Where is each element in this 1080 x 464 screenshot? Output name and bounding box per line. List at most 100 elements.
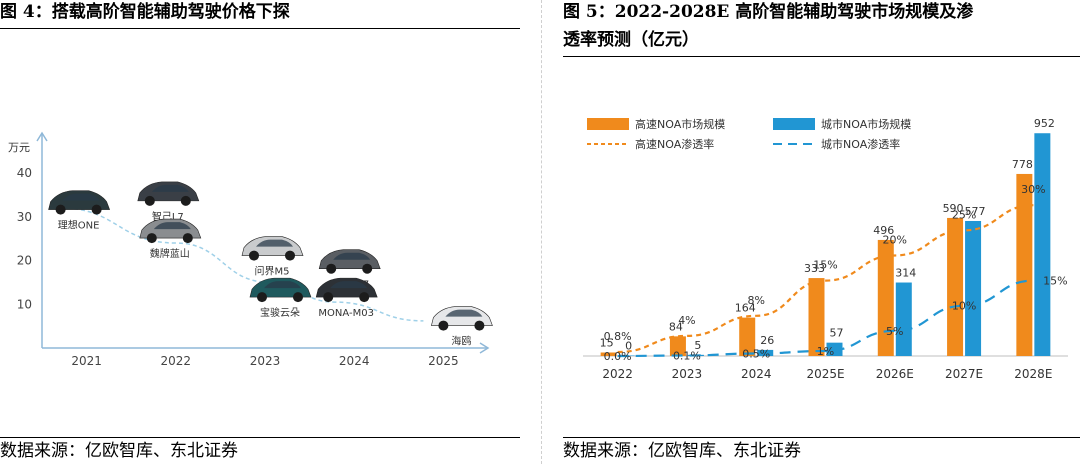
city-noa-bar <box>965 220 982 356</box>
car-marker <box>139 218 202 244</box>
x-tick-label: 2022 <box>161 354 192 368</box>
figure-4-title: 图 4：搭载高阶智能辅助驾驶价格下探 <box>0 2 290 22</box>
legend-label: 城市NOA渗透率 <box>821 137 900 151</box>
figure-4-title-rule <box>0 28 520 29</box>
figure-5-title-line2: 透率预测（亿元） <box>563 30 699 50</box>
y-tick-label: 30 <box>17 210 32 224</box>
highway-noa-rate-line-label: 25% <box>952 208 976 221</box>
figure-4-panel: 图 4：搭载高阶智能辅助驾驶价格下探 万元 10 20 30 40 2021 2022 202… <box>0 0 520 464</box>
car-window-icon <box>256 239 293 247</box>
car-wheel-icon <box>257 292 267 303</box>
figure-4-source: 数据来源：亿欧智库、东北证券 <box>0 441 238 461</box>
highway-noa-rate-line-label: 30% <box>1021 183 1045 196</box>
highway-noa-value-label: 164 <box>735 302 756 315</box>
x-tick-label: 2026E <box>876 367 914 381</box>
car-wheel-icon <box>144 195 155 206</box>
x-tick-label: 2027E <box>945 367 983 381</box>
figure-5-title-line1: 图 5：2022-2028E 高阶智能辅助驾驶市场规模及渗 <box>563 2 974 22</box>
car-wheel-icon <box>359 292 370 303</box>
price-trend-line <box>59 207 424 322</box>
highway-noa-bar <box>600 352 617 356</box>
car-model-label: MONA-M03 <box>318 308 374 319</box>
x-tick-label: 2022 <box>602 367 633 381</box>
city-noa-rate-line-label: 0.1% <box>673 349 701 362</box>
car-wheel-icon <box>285 250 295 261</box>
car-window-icon <box>330 281 368 289</box>
x-tick-label: 2023 <box>250 354 281 368</box>
x-tick-label: 2028E <box>1014 367 1052 381</box>
y-axis-unit-label: 万元 <box>8 141 30 154</box>
car-model-label: 理想ONE <box>58 219 100 232</box>
highway-noa-value-label: 84 <box>669 320 683 333</box>
city-noa-value-label: 577 <box>965 205 986 218</box>
car-window-icon <box>264 281 301 289</box>
car-wheel-icon <box>180 195 191 206</box>
car-wheel-icon <box>474 320 485 331</box>
highway-noa-bar <box>669 336 686 356</box>
car-model-label: 海鸥 <box>451 335 471 348</box>
car-wheel-icon <box>362 263 373 274</box>
figure-5-panel: 图 5：2022-2028E 高阶智能辅助驾驶市场规模及渗 透率预测（亿元） 高… <box>563 0 1080 464</box>
car-window-icon <box>62 193 100 201</box>
car-wheel-icon <box>91 204 102 215</box>
car-window-icon <box>153 222 191 230</box>
x-tick-label: 2021 <box>71 354 102 368</box>
city-noa-value-label: 5 <box>694 339 701 352</box>
legend-label: 高速NOA渗透率 <box>635 137 714 151</box>
city-noa-value-label: 314 <box>895 267 916 280</box>
highway-noa-value-label: 496 <box>873 224 894 237</box>
highway-noa-value-label: 778 <box>1012 158 1033 171</box>
car-wheel-icon <box>326 263 337 274</box>
car-model-label: 问界M5 <box>255 265 290 278</box>
highway-noa-rate-line-label: 4% <box>678 314 695 327</box>
highway-noa-value-label: 15 <box>600 336 614 349</box>
x-tick-label: 2024 <box>741 367 772 381</box>
highway-noa-rate-line-label: 20% <box>883 233 907 246</box>
car-marker <box>315 277 378 303</box>
legend-swatch <box>587 118 629 130</box>
highway-noa-rate-line-label: 0.8% <box>604 330 632 343</box>
y-tick-label: 20 <box>17 254 32 268</box>
car-window-icon <box>151 184 189 192</box>
legend-label: 城市NOA市场规模 <box>821 117 911 131</box>
highway-noa-rate-line <box>617 204 1034 354</box>
city-noa-rate-line-label: 15% <box>1043 275 1067 288</box>
car-wheel-icon <box>55 204 66 215</box>
city-noa-rate-line-label: 1% <box>817 345 834 358</box>
x-tick-label: 2023 <box>672 367 703 381</box>
car-marker <box>249 277 312 303</box>
highway-noa-bar <box>739 317 756 356</box>
panel-divider <box>541 0 542 464</box>
figure-5-title-rule <box>563 56 1080 57</box>
city-noa-bar <box>1034 133 1051 356</box>
highway-noa-bar <box>877 239 894 356</box>
x-tick-label: 2025E <box>806 367 844 381</box>
car-wheel-icon <box>249 250 259 261</box>
x-axis-arrow <box>479 342 490 354</box>
x-tick-label: 2024 <box>339 354 370 368</box>
car-wheel-icon <box>182 233 193 244</box>
car-marker <box>241 236 304 261</box>
car-wheel-icon <box>323 292 334 303</box>
car-wheel-icon <box>438 320 449 331</box>
car-marker <box>137 181 200 206</box>
car-model-label: 宝骏云朵 <box>260 306 300 319</box>
car-marker <box>431 306 493 331</box>
highway-noa-value-label: 590 <box>943 202 964 215</box>
figure-4-source-rule <box>0 437 520 438</box>
y-tick-label: 40 <box>17 166 32 180</box>
highway-noa-bar <box>808 278 825 356</box>
city-noa-value-label: 57 <box>830 327 844 340</box>
car-window-icon <box>333 252 371 260</box>
highway-noa-rate-line-label: 15% <box>813 259 837 272</box>
city-noa-value-label: 26 <box>760 334 774 347</box>
city-noa-rate-line-label: 10% <box>952 300 976 313</box>
city-noa-rate-line-label: 0.5% <box>742 347 770 360</box>
y-axis-arrow <box>36 131 48 142</box>
car-wheel-icon <box>146 233 157 244</box>
legend-label: 高速NOA市场规模 <box>635 117 725 131</box>
highway-noa-rate-line-label: 8% <box>747 294 764 307</box>
highway-noa-bar <box>947 217 964 356</box>
